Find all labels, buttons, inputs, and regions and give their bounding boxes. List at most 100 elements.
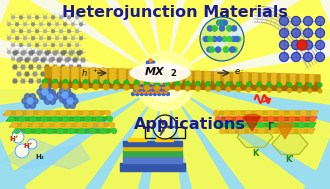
Circle shape	[300, 74, 304, 78]
Circle shape	[165, 86, 170, 91]
Circle shape	[15, 129, 19, 133]
Circle shape	[310, 122, 314, 128]
Polygon shape	[237, 127, 273, 147]
Circle shape	[47, 89, 53, 95]
Circle shape	[129, 77, 135, 83]
Circle shape	[73, 58, 77, 62]
Circle shape	[149, 68, 152, 71]
Circle shape	[68, 16, 71, 19]
Circle shape	[17, 58, 21, 62]
Circle shape	[153, 92, 156, 95]
Circle shape	[52, 71, 59, 78]
Circle shape	[45, 90, 50, 96]
Circle shape	[70, 94, 76, 100]
Polygon shape	[168, 126, 175, 128]
Circle shape	[160, 88, 163, 91]
Circle shape	[195, 79, 201, 84]
Circle shape	[62, 98, 68, 104]
Polygon shape	[244, 117, 260, 131]
Polygon shape	[9, 123, 112, 127]
Circle shape	[140, 74, 143, 77]
Circle shape	[280, 16, 288, 26]
Circle shape	[25, 129, 30, 133]
Circle shape	[215, 116, 220, 122]
Circle shape	[19, 57, 22, 60]
Circle shape	[167, 78, 173, 84]
Circle shape	[262, 76, 267, 81]
Circle shape	[29, 94, 36, 100]
Circle shape	[50, 90, 55, 96]
Circle shape	[279, 129, 284, 133]
Polygon shape	[222, 129, 315, 133]
Circle shape	[176, 78, 182, 84]
Circle shape	[140, 77, 143, 80]
Circle shape	[208, 26, 213, 31]
Circle shape	[301, 111, 306, 115]
Circle shape	[67, 98, 73, 104]
Circle shape	[277, 83, 281, 87]
Circle shape	[8, 37, 11, 40]
Circle shape	[31, 23, 35, 26]
Polygon shape	[76, 81, 165, 189]
Circle shape	[124, 80, 129, 85]
Circle shape	[145, 81, 149, 86]
Circle shape	[158, 77, 161, 80]
Polygon shape	[0, 57, 165, 105]
Circle shape	[42, 89, 48, 95]
Circle shape	[310, 78, 314, 82]
Polygon shape	[160, 129, 164, 136]
Circle shape	[138, 82, 141, 84]
Circle shape	[299, 129, 304, 133]
Circle shape	[124, 85, 129, 90]
Circle shape	[80, 23, 82, 26]
Circle shape	[221, 20, 226, 25]
Circle shape	[145, 85, 149, 90]
Circle shape	[269, 129, 274, 133]
Circle shape	[149, 84, 152, 87]
Circle shape	[59, 57, 62, 60]
Circle shape	[252, 73, 257, 77]
Circle shape	[85, 116, 90, 122]
Circle shape	[147, 70, 150, 73]
Circle shape	[23, 23, 26, 26]
Circle shape	[239, 129, 244, 133]
Circle shape	[80, 51, 82, 53]
Circle shape	[160, 79, 163, 82]
Circle shape	[236, 88, 241, 92]
Circle shape	[81, 76, 88, 83]
Circle shape	[223, 47, 228, 52]
Circle shape	[52, 76, 59, 83]
Circle shape	[147, 79, 150, 82]
Circle shape	[13, 65, 17, 69]
Circle shape	[62, 76, 69, 83]
Circle shape	[63, 80, 68, 85]
Circle shape	[167, 92, 170, 95]
Bar	[120, 163, 185, 171]
Circle shape	[55, 122, 60, 128]
Circle shape	[83, 111, 88, 115]
Polygon shape	[3, 111, 108, 115]
Circle shape	[90, 129, 95, 133]
Circle shape	[224, 111, 229, 115]
Circle shape	[21, 79, 25, 83]
Text: H⁺: H⁺	[9, 136, 19, 142]
Circle shape	[217, 20, 222, 25]
Circle shape	[8, 51, 11, 53]
Circle shape	[104, 84, 109, 90]
Circle shape	[138, 91, 141, 93]
Circle shape	[61, 65, 65, 69]
Bar	[0, 89, 330, 189]
Circle shape	[32, 98, 38, 104]
Circle shape	[277, 88, 281, 92]
Circle shape	[269, 122, 274, 128]
Circle shape	[154, 68, 156, 71]
Circle shape	[156, 79, 159, 82]
Circle shape	[36, 30, 39, 33]
Circle shape	[247, 88, 251, 92]
Circle shape	[58, 129, 63, 133]
Circle shape	[147, 91, 149, 93]
Circle shape	[29, 65, 33, 69]
Circle shape	[252, 76, 257, 81]
Circle shape	[247, 116, 252, 122]
Circle shape	[248, 122, 253, 128]
